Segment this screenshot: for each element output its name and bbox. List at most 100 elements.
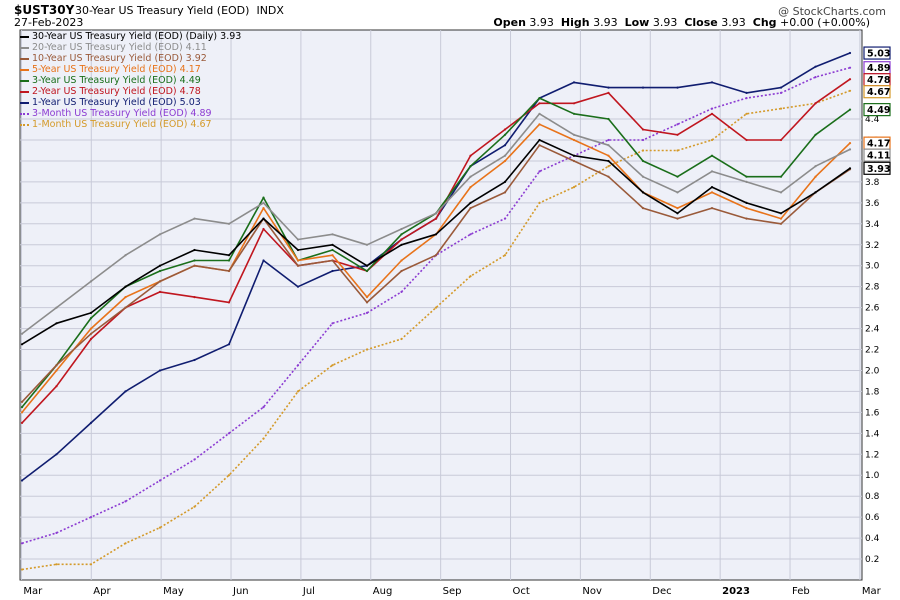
data-point <box>434 212 438 215</box>
data-point <box>20 400 24 403</box>
data-point <box>331 259 334 262</box>
data-point <box>607 86 610 89</box>
last-value-box <box>863 85 891 99</box>
data-point <box>538 201 541 204</box>
data-point <box>469 154 472 157</box>
data-point <box>158 290 162 293</box>
x-tick-label: Jun <box>232 586 249 597</box>
data-point <box>158 280 162 283</box>
legend-item: 3-Month US Treasury Yield (EOD) 4.89 <box>20 108 241 119</box>
legend-label: 10-Year US Treasury Yield (EOD) 3.92 <box>32 53 207 64</box>
data-point <box>572 159 576 163</box>
data-point <box>20 568 24 571</box>
data-point <box>158 369 162 372</box>
data-point <box>641 175 645 178</box>
data-point <box>572 133 576 136</box>
data-point <box>55 563 58 566</box>
y-tick-label: 2.8 <box>865 283 880 293</box>
data-point <box>607 138 610 142</box>
chart-legend: 30-Year US Treasury Yield (EOD) (Daily) … <box>20 31 241 130</box>
legend-item: 2-Year US Treasury Yield (EOD) 4.78 <box>20 86 241 97</box>
data-point <box>572 102 576 105</box>
data-point <box>607 117 610 121</box>
data-point <box>745 201 748 204</box>
high-label: High <box>560 16 590 29</box>
data-point <box>641 138 645 142</box>
x-tick-label: Nov <box>582 586 602 597</box>
data-point <box>89 563 93 566</box>
legend-label: 5-Year US Treasury Yield (EOD) 4.17 <box>32 64 201 75</box>
legend-label: 30-Year US Treasury Yield (EOD) (Daily) … <box>32 31 242 42</box>
data-point <box>55 369 58 372</box>
data-point <box>262 201 265 204</box>
chg-value: +0.00 (+0.00%) <box>780 16 870 29</box>
data-point <box>848 78 852 81</box>
last-value-label: 4.67 <box>867 87 890 98</box>
data-point <box>572 112 576 115</box>
x-tick-label: Sep <box>443 586 462 597</box>
data-point <box>745 180 748 183</box>
data-point <box>262 259 265 262</box>
y-tick-label: 3.4 <box>865 220 880 230</box>
data-point <box>262 196 265 199</box>
exchange-label: INDX <box>256 4 284 17</box>
y-tick-label: 1.4 <box>865 429 880 439</box>
data-point <box>227 269 231 273</box>
y-tick-label: 3.0 <box>865 262 880 272</box>
close-label: Close <box>684 16 718 29</box>
data-point <box>710 186 714 189</box>
data-point <box>572 154 576 157</box>
data-point <box>469 275 472 278</box>
data-point <box>469 175 472 178</box>
data-point <box>745 112 748 115</box>
data-point <box>331 269 334 273</box>
data-point <box>89 311 93 314</box>
y-tick-label: 3.6 <box>865 199 880 209</box>
open-label: Open <box>493 16 526 29</box>
data-point <box>227 259 231 262</box>
data-point <box>158 479 162 482</box>
ohlc-readout: Open 3.93 High 3.93 Low 3.93 Close 3.93 … <box>493 16 870 29</box>
data-point <box>331 254 334 257</box>
data-point <box>262 227 265 231</box>
data-point <box>745 91 748 94</box>
data-point <box>296 238 300 241</box>
y-tick-label: 2.4 <box>865 325 880 335</box>
data-point <box>400 290 403 293</box>
data-point <box>365 348 369 351</box>
data-point <box>331 248 334 252</box>
data-point <box>400 238 403 241</box>
data-point <box>676 212 679 215</box>
data-point <box>745 138 748 142</box>
data-point <box>538 97 541 100</box>
data-point <box>296 259 300 262</box>
data-point <box>848 66 852 69</box>
data-point <box>641 207 645 210</box>
data-point <box>676 175 679 178</box>
copyright-link[interactable]: @ StockCharts.com <box>778 5 886 18</box>
x-tick-label: Aug <box>373 586 393 597</box>
last-value-label: 5.03 <box>867 49 890 60</box>
data-point <box>538 123 541 126</box>
data-point <box>20 542 24 545</box>
data-point <box>227 254 231 257</box>
data-point <box>607 165 610 168</box>
data-point <box>779 86 783 89</box>
last-value-label: 4.89 <box>867 63 890 74</box>
symbol-name: 30-Year US Treasury Yield (EOD) INDX <box>75 4 284 17</box>
data-point <box>503 191 507 194</box>
data-point <box>262 406 265 409</box>
y-tick-label: 1.2 <box>865 450 879 460</box>
chart-date: 27-Feb-2023 <box>14 16 84 29</box>
data-point <box>193 259 196 262</box>
data-point <box>538 170 541 173</box>
data-point <box>779 107 783 110</box>
data-point <box>503 144 507 147</box>
data-point <box>55 364 58 367</box>
legend-item: 1-Month US Treasury Yield (EOD) 4.67 <box>20 119 241 130</box>
data-point <box>55 306 58 309</box>
data-point <box>400 269 403 273</box>
data-point <box>365 301 369 304</box>
data-point <box>676 207 679 210</box>
data-point <box>89 280 93 283</box>
